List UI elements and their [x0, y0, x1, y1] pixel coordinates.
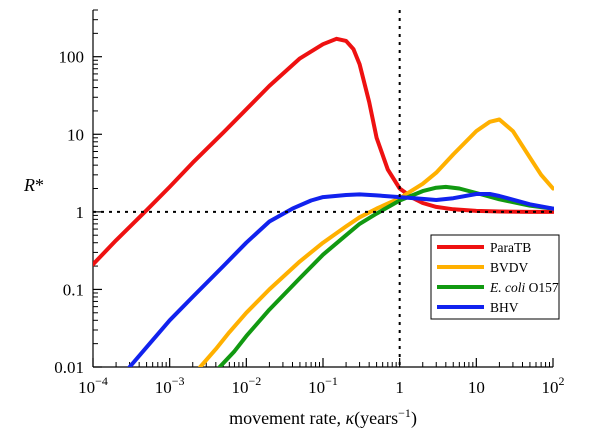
- y-tick-label: 0.01: [54, 358, 84, 377]
- x-tick-label-base: 10: [231, 378, 248, 397]
- y-ticks: 0.01 0.1 1 10 100: [54, 9, 102, 377]
- x-axis-title-unit-open: (years: [354, 408, 398, 429]
- y-axis-title: R*: [23, 175, 44, 195]
- y-tick-label: 100: [59, 48, 85, 67]
- x-tick-label: 102: [542, 374, 565, 397]
- legend-label: E. coli O157: [489, 280, 559, 295]
- x-axis-title-main: movement rate,: [229, 408, 345, 428]
- x-tick-label-base: 1: [395, 378, 404, 397]
- series-group: [93, 36, 554, 367]
- reference-lines: [93, 10, 553, 367]
- legend-label: BHV: [490, 300, 519, 315]
- x-tick-label-exp: −2: [248, 374, 261, 388]
- x-tick-label-base: 10: [78, 378, 95, 397]
- y-axis-title-sub: *: [35, 175, 44, 195]
- x-tick-label: 10−3: [155, 374, 185, 397]
- x-tick-label-exp: −1: [325, 374, 338, 388]
- legend-label: BVDV: [490, 260, 529, 275]
- x-tick-label: 10−4: [78, 374, 108, 397]
- x-tick-label-exp: 2: [559, 374, 565, 388]
- x-tick-label-exp: −4: [95, 374, 108, 388]
- y-tick-label: 0.1: [63, 280, 84, 299]
- x-tick-label: 10: [468, 378, 485, 397]
- x-axis-title-unit-exp: −1: [398, 406, 411, 420]
- x-axis-title: movement rate, κ(years−1): [229, 406, 417, 429]
- series-line-bhv: [127, 192, 554, 367]
- x-axis-title-unit-close: ): [411, 408, 417, 429]
- x-tick-label-base: 10: [468, 378, 485, 397]
- legend-label-text: O157: [525, 280, 559, 295]
- x-axis-title-symbol: κ: [346, 408, 355, 428]
- x-ticks: 10−4 10−3 10−2 10−1 1 10 102: [78, 358, 565, 397]
- x-tick-label-base: 10: [542, 378, 559, 397]
- x-tick-label-base: 10: [155, 378, 172, 397]
- x-tick-label: 10−1: [308, 374, 338, 397]
- series-line-paratb: [93, 36, 554, 267]
- legend-label-text: ParaTB: [490, 240, 531, 255]
- x-tick-label: 10−2: [231, 374, 261, 397]
- x-tick-label-base: 10: [308, 378, 325, 397]
- x-tick-label-exp: −3: [172, 374, 185, 388]
- y-tick-label: 1: [76, 203, 85, 222]
- x-tick-label: 1: [395, 378, 404, 397]
- legend-label-text: BHV: [490, 300, 519, 315]
- y-tick-label: 10: [67, 125, 84, 144]
- legend-label-italic: E. coli: [489, 280, 525, 295]
- y-axis-title-main: R: [23, 175, 35, 195]
- legend-label-text: BVDV: [490, 260, 529, 275]
- legend: ParaTB BVDV E. coli O157 BHV: [430, 234, 560, 320]
- legend-label: ParaTB: [490, 240, 531, 255]
